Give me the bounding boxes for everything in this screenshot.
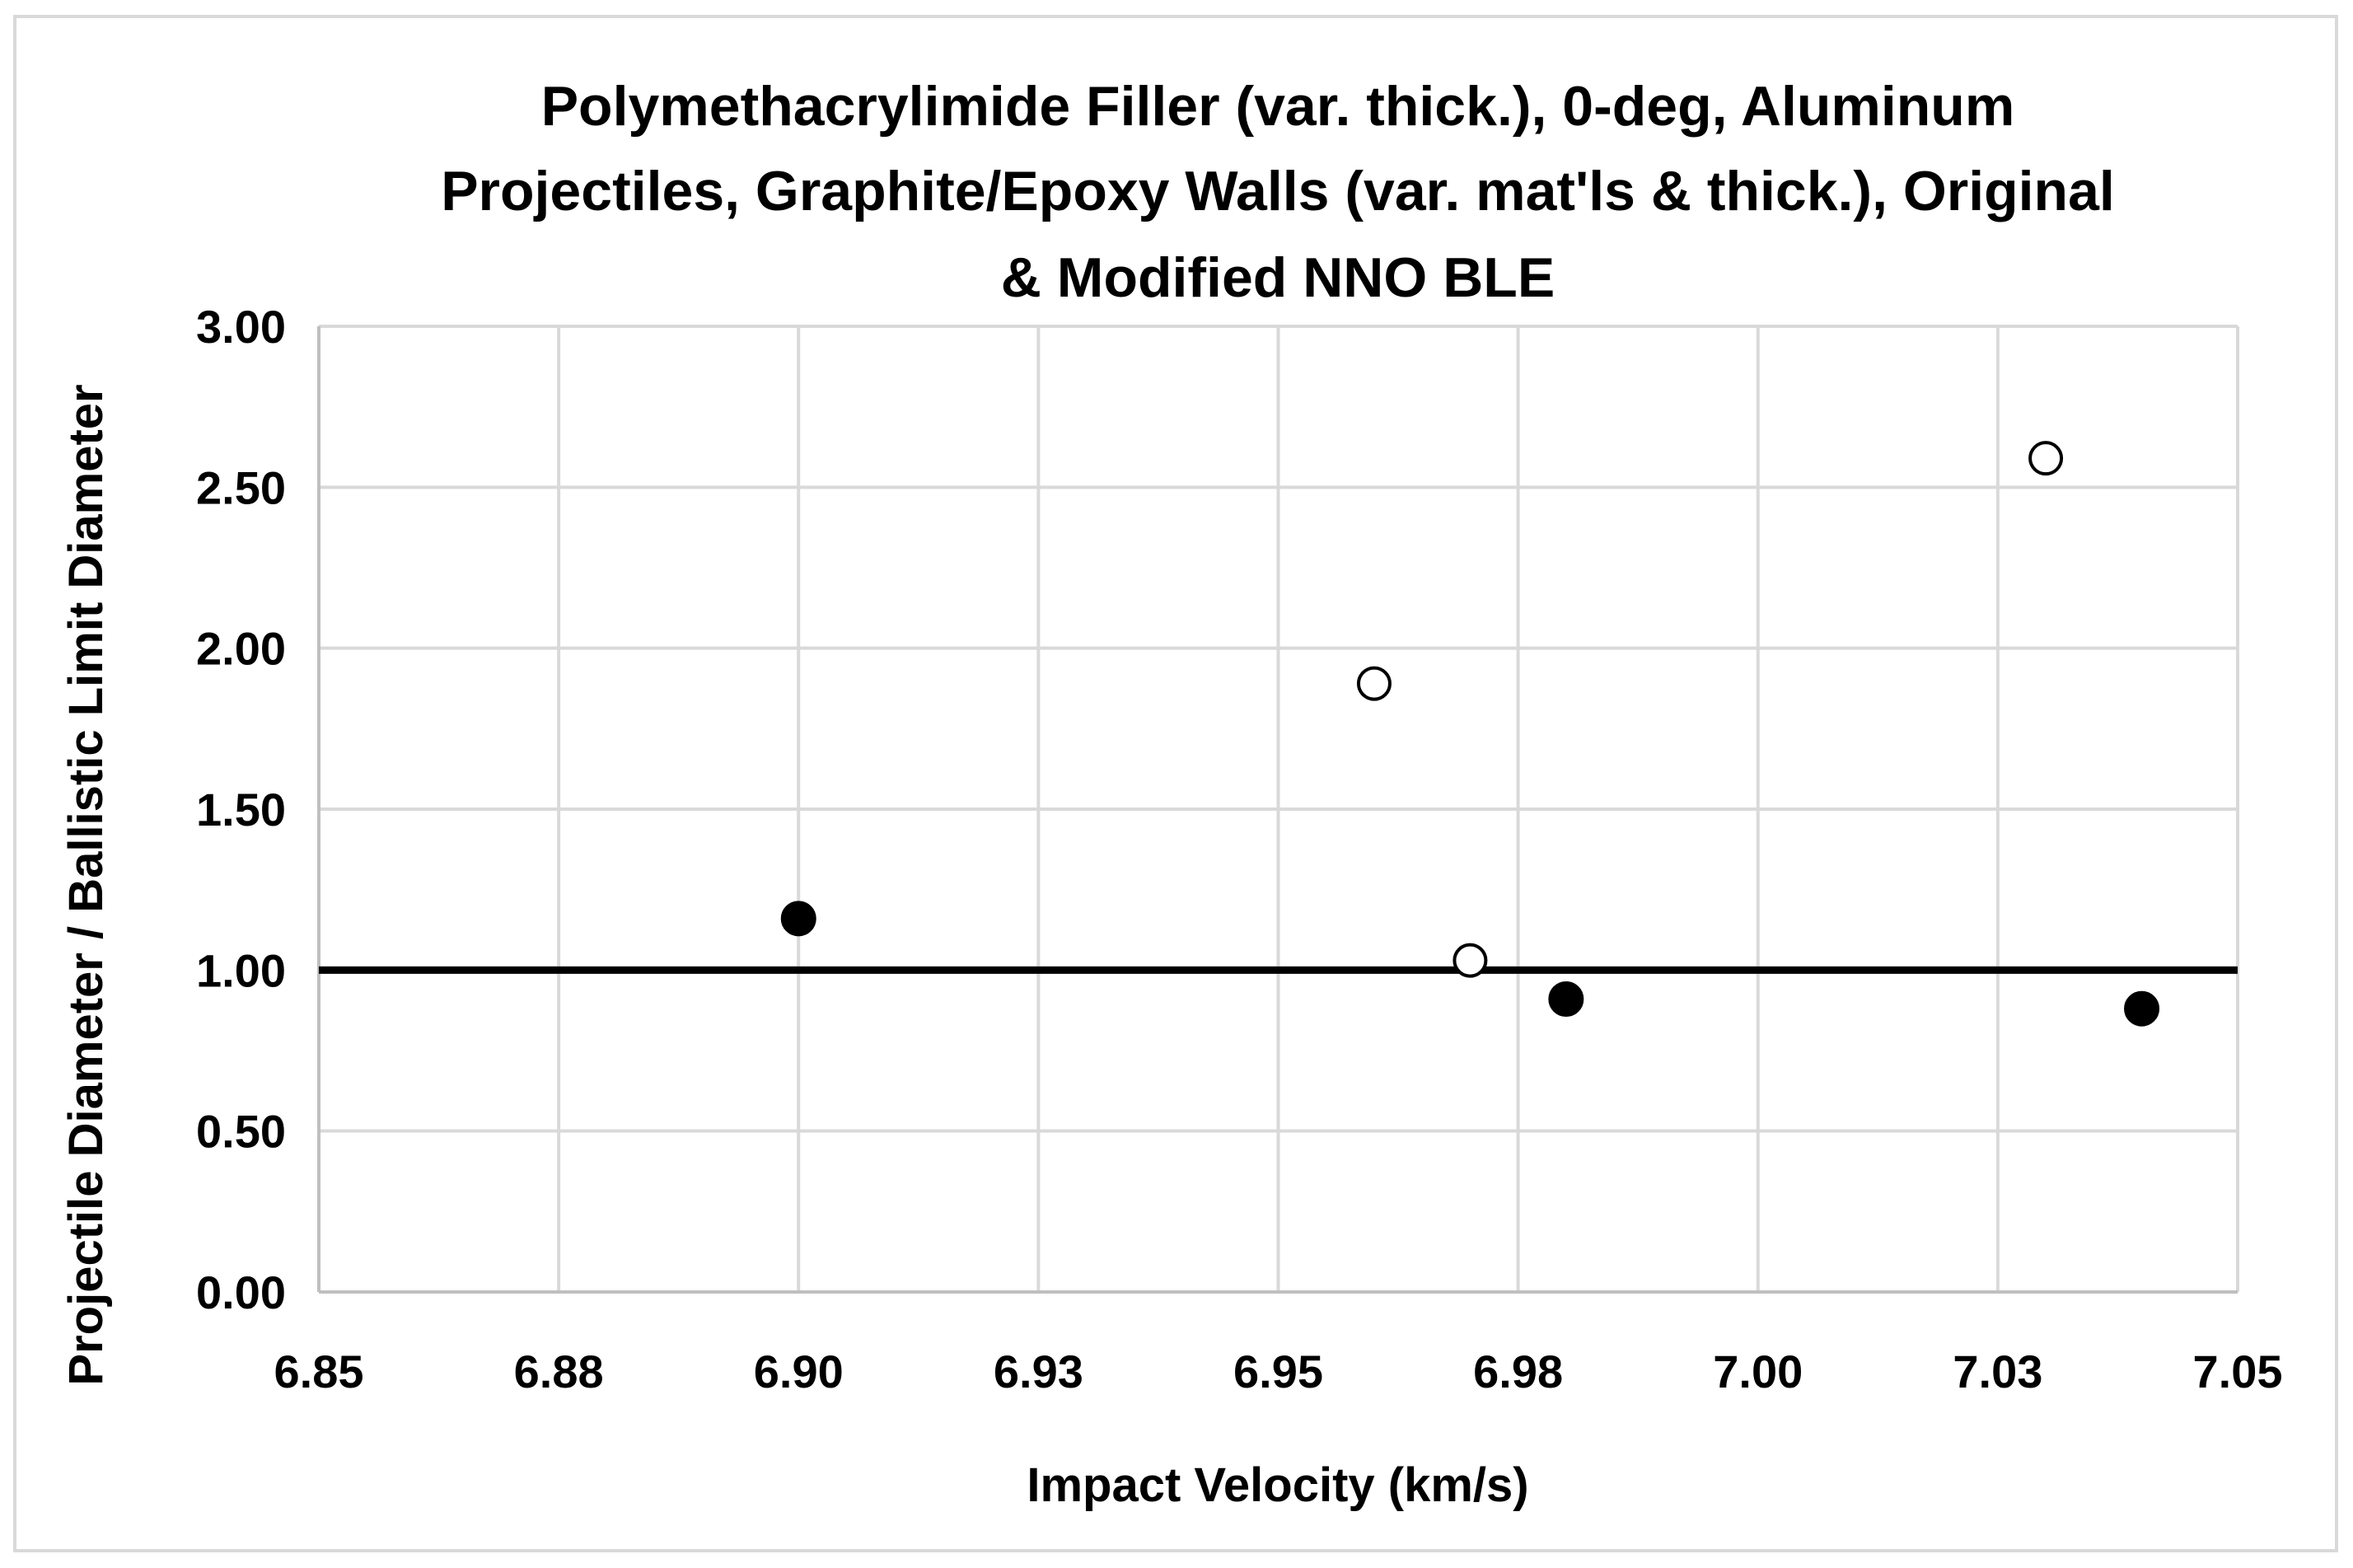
y-tick-label: 1.50	[196, 784, 286, 835]
data-point-open	[1356, 666, 1392, 701]
chart-title-line-2: Projectiles, Graphite/Epoxy Walls (var. …	[441, 160, 2115, 222]
x-tick-label: 6.85	[274, 1346, 364, 1397]
x-tick-label: 6.95	[1233, 1346, 1323, 1397]
x-tick-label: 7.05	[2193, 1346, 2283, 1397]
y-tick-label: 2.50	[196, 461, 286, 513]
data-point-filled	[1548, 981, 1584, 1017]
chart-frame: Polymethacrylimide Filler (var. thick.),…	[13, 15, 2338, 1552]
data-point-filled	[2124, 990, 2160, 1027]
data-point-open	[2028, 441, 2064, 476]
chart-title-line-3: & Modified NNO BLE	[1001, 246, 1555, 309]
y-tick-labels: 0.00 0.50 1.00 1.50 2.00 2.50 3.00	[196, 301, 286, 1318]
x-tick-label: 7.00	[1713, 1346, 1803, 1397]
x-tick-labels: 6.85 6.88 6.90 6.93 6.95 6.98 7.00 7.03 7.05	[274, 1346, 2283, 1397]
data-point-filled	[780, 901, 816, 937]
x-tick-label: 6.90	[754, 1346, 844, 1397]
chart-title: Polymethacrylimide Filler (var. thick.),…	[441, 75, 2115, 309]
y-tick-label: 2.00	[196, 623, 286, 675]
x-tick-label: 7.03	[1953, 1346, 2042, 1397]
y-tick-label: 0.50	[196, 1106, 286, 1158]
y-axis-title: Projectile Diameter / Ballistic Limit Di…	[59, 384, 113, 1385]
chart-title-line-1: Polymethacrylimide Filler (var. thick.),…	[541, 75, 2015, 138]
x-tick-label: 6.98	[1473, 1346, 1563, 1397]
data-point-open	[1452, 943, 1488, 978]
axes	[317, 326, 2238, 1294]
y-tick-label: 1.00	[196, 944, 286, 996]
data-points	[780, 441, 2160, 1027]
x-tick-label: 6.88	[514, 1346, 604, 1397]
gridlines	[319, 325, 2239, 1292]
y-tick-label: 3.00	[196, 301, 286, 353]
x-axis-title: Impact Velocity (km/s)	[1027, 1458, 1528, 1512]
x-tick-label: 6.93	[994, 1346, 1083, 1397]
y-tick-label: 0.00	[196, 1266, 286, 1318]
chart-svg: Polymethacrylimide Filler (var. thick.),…	[59, 75, 2283, 1512]
